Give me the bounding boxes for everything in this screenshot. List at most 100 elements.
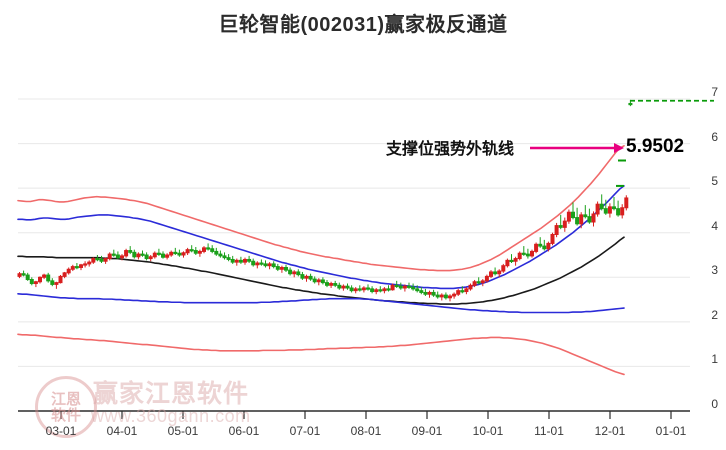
candle-body: [226, 257, 231, 260]
x-axis-tick-04-01: 04-01: [106, 424, 138, 438]
candle-body: [386, 288, 391, 291]
candle-body: [263, 263, 268, 267]
candle-body: [550, 234, 555, 244]
candle-body: [460, 290, 465, 293]
candle-body: [501, 265, 506, 272]
candle-body: [161, 253, 165, 258]
candle-body: [95, 258, 100, 261]
candle-body: [148, 256, 153, 260]
candle-body: [17, 273, 22, 277]
candle-body: [243, 258, 247, 263]
candle-body: [607, 206, 612, 214]
candle-body: [452, 293, 457, 297]
candle-body: [616, 208, 621, 216]
candle-body: [427, 291, 432, 295]
candle-body: [464, 288, 469, 293]
candle-body: [398, 285, 403, 289]
candle-body: [255, 262, 260, 266]
candle-body: [439, 294, 444, 298]
candle-body: [304, 275, 309, 279]
candle-body: [25, 274, 30, 281]
candle-body: [38, 276, 42, 283]
y-axis-tick-6: 6: [711, 129, 718, 144]
candle-body: [509, 259, 514, 263]
candle-body: [435, 294, 440, 298]
x-axis-tick-05-01: 05-01: [167, 424, 199, 438]
candle-body: [79, 264, 83, 268]
candle-body: [83, 263, 88, 266]
candle-body: [124, 250, 129, 257]
candle-body: [443, 294, 448, 299]
candle-body: [169, 251, 174, 256]
candle-body: [353, 288, 358, 292]
candle-body: [361, 287, 366, 291]
series-line-2: [17, 236, 625, 305]
series-line-4: [17, 333, 625, 376]
candle-body: [46, 274, 51, 282]
candle-body: [538, 243, 543, 247]
candle-body: [320, 279, 325, 284]
candle-body: [115, 254, 120, 259]
annotation-arrow-head: [614, 143, 624, 153]
y-axis-tick-3: 3: [711, 263, 718, 278]
candle-body: [407, 285, 411, 288]
candle-body: [530, 250, 534, 257]
candle-body: [546, 242, 551, 250]
series-line-3: [17, 292, 625, 314]
candle-body: [583, 214, 588, 218]
candle-body: [612, 206, 616, 210]
candle-body: [33, 281, 38, 285]
candle-body: [374, 289, 379, 293]
candle-body: [394, 284, 399, 288]
candle-body: [296, 271, 301, 276]
candle-body: [107, 253, 112, 260]
candle-body: [525, 253, 530, 257]
candle-body: [185, 249, 190, 254]
candle-body: [489, 271, 493, 277]
candle-body: [251, 260, 256, 266]
x-axis-tick-01-01: 01-01: [655, 424, 687, 438]
candle-body: [521, 252, 526, 255]
candle-body: [370, 288, 375, 293]
candle-body: [275, 266, 280, 270]
candle-body: [558, 225, 563, 228]
candle-body: [87, 261, 92, 265]
candle-body: [329, 283, 334, 286]
candle-body: [58, 275, 63, 284]
candle-body: [513, 258, 518, 262]
x-axis-tick-10-01: 10-01: [472, 424, 504, 438]
candle-body: [505, 259, 510, 267]
candle-body: [620, 207, 625, 216]
candle-body: [66, 268, 71, 274]
candle-body: [419, 290, 424, 293]
candle-body: [111, 253, 116, 256]
candle-body: [238, 259, 243, 263]
candle-body: [288, 269, 293, 275]
candle-body: [366, 287, 370, 290]
candle-body: [120, 255, 124, 259]
candle-body: [99, 258, 104, 262]
candle-body: [140, 253, 145, 256]
candle-body: [74, 266, 79, 269]
candle-body: [587, 216, 592, 223]
candle-body: [599, 203, 604, 210]
candle-body: [42, 274, 47, 278]
candle-body: [333, 283, 338, 286]
candle-body: [341, 285, 346, 289]
candle-body: [206, 247, 211, 250]
candle-body: [349, 287, 354, 292]
candle-body: [378, 289, 383, 292]
candle-body: [165, 254, 170, 258]
candle-body: [456, 290, 461, 295]
candle-body: [476, 281, 481, 284]
candle-body: [517, 252, 522, 260]
candle-body: [579, 214, 584, 225]
candle-body: [484, 275, 489, 282]
candle-body: [152, 252, 157, 258]
candle-body: [193, 250, 198, 254]
x-axis-tick-03-01: 03-01: [45, 424, 77, 438]
candle-body: [181, 252, 186, 256]
